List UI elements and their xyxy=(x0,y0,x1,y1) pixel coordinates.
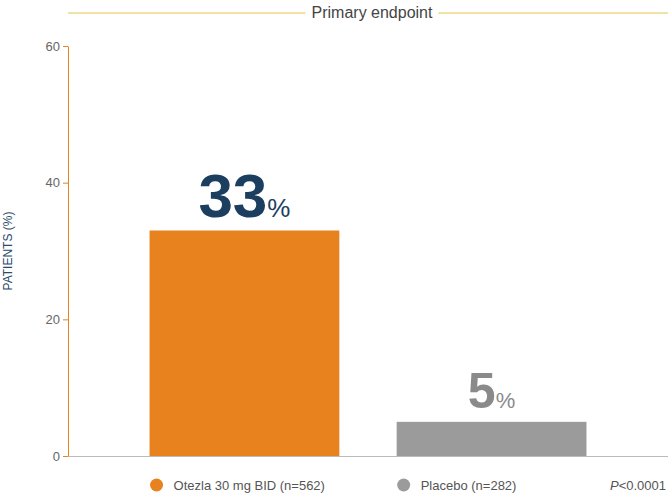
bar xyxy=(397,422,587,456)
legend-label: Placebo (n=282) xyxy=(421,478,517,493)
y-tick-label: 60 xyxy=(46,39,60,54)
legend: Otezla 30 mg BID (n=562) Placebo (n=282) xyxy=(150,478,516,493)
y-tick-label: 20 xyxy=(46,312,60,327)
y-tick: 20 xyxy=(46,312,68,327)
y-axis-line xyxy=(68,47,69,457)
legend-label: Otezla 30 mg BID (n=562) xyxy=(174,478,325,493)
y-tick: 0 xyxy=(53,449,68,464)
data-label: 5% xyxy=(468,363,515,419)
y-tick: 40 xyxy=(46,175,68,190)
title-rule xyxy=(438,13,668,14)
x-axis-line xyxy=(69,456,668,457)
legend-swatch xyxy=(397,479,410,492)
y-tick-mark xyxy=(63,183,68,184)
y-tick: 60 xyxy=(46,39,68,54)
legend-swatch xyxy=(150,479,163,492)
y-tick-mark xyxy=(63,46,68,47)
y-tick-mark xyxy=(63,456,68,457)
data-labels: 33% 5% xyxy=(198,161,515,419)
y-tick-label: 40 xyxy=(46,175,60,190)
annotation: P<0.0001 xyxy=(610,478,666,493)
x-axis xyxy=(69,456,668,457)
y-tick-mark xyxy=(63,319,68,320)
bar xyxy=(150,231,340,457)
title: Primary endpoint xyxy=(312,4,434,21)
y-tick-label: 0 xyxy=(53,449,60,464)
y-axis-title: PATIENTS (%) xyxy=(1,212,15,291)
bars xyxy=(150,231,587,457)
title-rule xyxy=(68,13,306,14)
data-label: 33% xyxy=(198,161,290,230)
title-group: Primary endpoint xyxy=(68,4,668,21)
chart: Primary endpoint 0 20 40 60 PATIENTS (%) 33% 5%… xyxy=(0,0,668,496)
y-axis: 0 20 40 60 xyxy=(46,39,69,464)
